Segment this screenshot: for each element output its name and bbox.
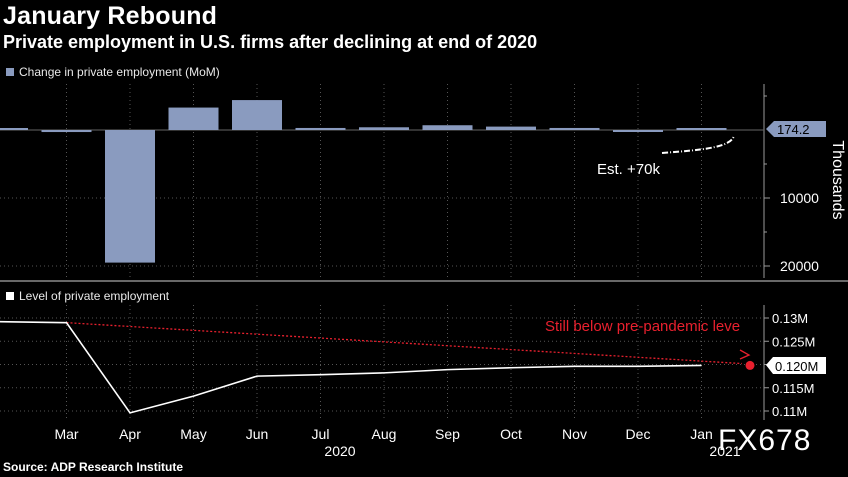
line-ytick-label: 0.11M	[772, 404, 807, 419]
bar-last-value-tag	[766, 121, 826, 137]
x-year-label: 2020	[324, 443, 355, 459]
line-last-value-tag	[766, 357, 826, 374]
line-ytick-label: 0.115M	[772, 381, 814, 396]
level-end-point	[745, 360, 755, 370]
x-tick-label: Apr	[119, 426, 141, 442]
x-tick-label: Dec	[626, 426, 651, 442]
level-line	[0, 320, 702, 414]
bar-8	[486, 126, 536, 130]
bar-legend-label: Change in private employment (MoM)	[19, 65, 220, 79]
bar-2	[105, 130, 155, 263]
x-tick-label: May	[180, 426, 206, 442]
line-ytick-label: 0.125M	[772, 334, 815, 349]
bar-4	[232, 100, 282, 130]
line-ytick-label: 0.13M	[772, 311, 808, 326]
x-year-label: 2021	[709, 443, 740, 459]
trend-arrow-head	[739, 349, 751, 360]
bar-3	[168, 107, 219, 130]
chart-subtitle: Private employment in U.S. firms after d…	[3, 32, 538, 52]
x-tick-label: Aug	[372, 426, 397, 442]
bar-last-value-label: 174.2	[777, 122, 810, 137]
x-tick-label: Oct	[500, 426, 522, 442]
line-legend-label: Level of private employment	[19, 289, 170, 303]
x-tick-label: Sep	[435, 426, 460, 442]
bar-5	[295, 127, 346, 130]
x-tick-label: Mar	[54, 426, 78, 442]
x-tick-label: Jul	[312, 426, 330, 442]
source-note: Source: ADP Research Institute	[3, 460, 184, 474]
bar-10	[613, 130, 663, 132]
bar-0	[0, 128, 28, 130]
bar-1	[41, 130, 92, 133]
x-tick-label: Jun	[246, 426, 269, 442]
bar-annotation-leader	[661, 135, 735, 154]
chart-title: January Rebound	[3, 2, 218, 30]
bar-ytick-label: 20000	[780, 258, 819, 274]
bar-legend: Change in private employment (MoM)	[6, 65, 220, 79]
line-last-value-label: 0.120M	[775, 359, 818, 374]
bar-11	[676, 128, 727, 130]
line-legend-swatch	[6, 292, 14, 300]
bar-y-axis-title: Thousands	[829, 140, 846, 219]
bar-7	[422, 125, 473, 130]
bar-annotation: Est. +70k	[597, 161, 660, 178]
line-legend: Level of private employment	[6, 289, 169, 303]
bar-legend-swatch	[6, 68, 14, 76]
x-tick-label: Jan	[690, 426, 713, 442]
trend-arrow-line	[66, 322, 743, 365]
bar-6	[359, 127, 409, 130]
x-tick-label: Nov	[562, 426, 587, 442]
line-annotation: Still below pre-pandemic leve	[545, 318, 740, 335]
watermark-logo: FX678	[718, 424, 812, 457]
bar-9	[549, 127, 600, 130]
bar-ytick-label: 10000	[780, 190, 819, 206]
